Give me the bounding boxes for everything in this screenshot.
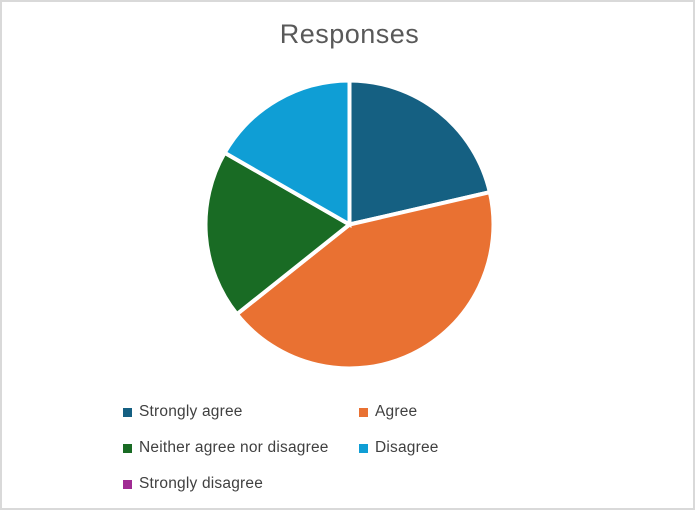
pie-slice-strongly-agree[interactable] <box>347 78 493 228</box>
pie-slice-agree[interactable] <box>234 189 496 371</box>
legend-label-agree: Agree <box>375 403 418 420</box>
legend-item-agree[interactable]: Agree <box>359 403 439 421</box>
legend-swatch-strongly-agree <box>123 407 132 417</box>
legend-item-neither-agree-nor-disagree[interactable]: Neither agree nor disagree <box>123 439 359 457</box>
legend-swatch-agree <box>359 407 368 417</box>
legend-label-disagree: Disagree <box>375 439 439 456</box>
legend-swatch-neither-agree-nor-disagree <box>123 443 132 453</box>
legend-swatch-disagree <box>359 443 368 453</box>
legend-label-neither-agree-nor-disagree: Neither agree nor disagree <box>139 439 329 456</box>
pie-slice-neither-agree-nor-disagree[interactable] <box>203 150 354 317</box>
chart-title: Responses <box>279 19 420 49</box>
legend-label-strongly-agree: Strongly agree <box>139 403 243 420</box>
legend: Strongly agree Agree Neither agree nor d… <box>123 394 439 502</box>
legend-item-disagree[interactable]: Disagree <box>359 439 439 457</box>
legend-label-strongly-disagree: Strongly disagree <box>139 475 264 492</box>
legend-item-strongly-disagree[interactable]: Strongly disagree <box>123 475 359 493</box>
legend-swatch-strongly-disagree <box>123 479 132 489</box>
legend-item-strongly-agree[interactable]: Strongly agree <box>123 403 359 421</box>
pie-slice-disagree[interactable] <box>221 78 352 228</box>
